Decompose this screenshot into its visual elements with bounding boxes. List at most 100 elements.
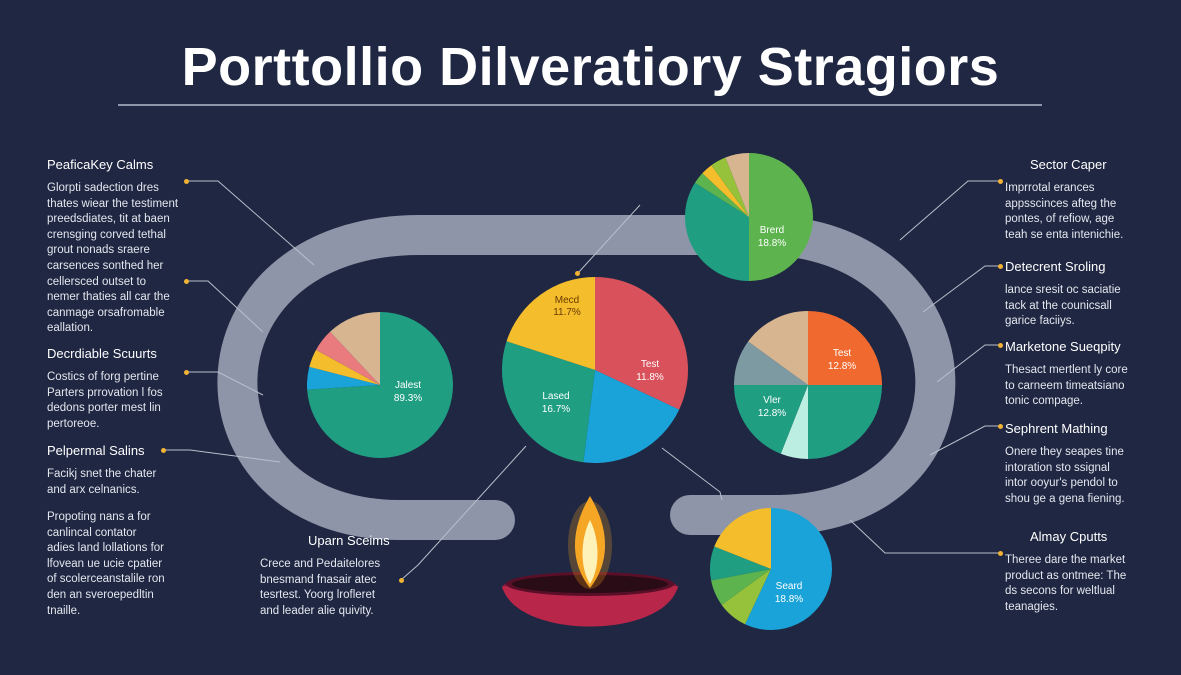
pie-2-slice-1 bbox=[595, 277, 688, 410]
left-block-2-line: pertoreoe. bbox=[47, 417, 100, 430]
pie-4-value-a: 12.8% bbox=[828, 361, 856, 372]
left-block-4-line: den an sveroepedltin bbox=[47, 588, 154, 601]
right-block-4-line: shou ge a gena fiening. bbox=[1005, 492, 1125, 505]
left-block-2-heading: Decrdiable Scuurts bbox=[47, 346, 157, 361]
left-block-4-line: tnaille. bbox=[47, 604, 81, 617]
right-block-2-line: garice faciiys. bbox=[1005, 315, 1075, 328]
left-block-1-line: nemer thaties all car the bbox=[47, 291, 170, 304]
leader-line bbox=[922, 265, 1001, 313]
pie-4-label-a: Test bbox=[833, 348, 852, 359]
connector-dot bbox=[575, 271, 580, 276]
pie-5-value: 18.8% bbox=[775, 594, 803, 605]
pie-3-slice-6 bbox=[725, 153, 749, 217]
right-block-5-heading: Almay Cputts bbox=[1030, 529, 1108, 544]
left-block-4-line: canlincal contator bbox=[47, 526, 137, 539]
pie-5-label: Seard bbox=[776, 581, 803, 592]
connector-dot bbox=[998, 264, 1003, 269]
left-block-1-line: carsences sonthed her bbox=[47, 259, 164, 272]
bottom-block-line: Crece and Pedaitelores bbox=[260, 558, 381, 570]
pie-5-slice-1 bbox=[745, 508, 832, 630]
pie-2-value-c: 16.7% bbox=[542, 404, 570, 415]
right-block-1-heading: Sector Caper bbox=[1030, 157, 1107, 172]
left-block-3: Pelpermal Salins Facikj snet the chater … bbox=[47, 443, 156, 498]
leader-line bbox=[186, 371, 264, 396]
right-block-5-line: teanagies. bbox=[1005, 600, 1059, 613]
left-block-2-line: Parters prrovation l fos bbox=[47, 386, 163, 399]
left-block-1-line: crensging corved tethal bbox=[47, 228, 166, 241]
leader-line bbox=[849, 519, 1001, 554]
bottom-block-line: tesrtest. Yoorg lrofleret bbox=[260, 589, 376, 602]
leader-line bbox=[899, 180, 1001, 241]
right-block-5-line: ds secons for weltlual bbox=[1005, 585, 1115, 598]
pie-2-slice-4 bbox=[506, 277, 595, 370]
pie-5-slice-5 bbox=[714, 508, 771, 569]
connector-dot bbox=[184, 370, 189, 375]
left-block-4: Propoting nans a for canlincal contator … bbox=[47, 510, 165, 619]
right-block-3-line: tonic compage. bbox=[1005, 395, 1083, 408]
pie-1-slice-5 bbox=[330, 312, 380, 385]
left-block-1-line: thates wiear the testiment bbox=[47, 197, 179, 210]
pie-5-slice-3 bbox=[711, 569, 771, 605]
connector-dot bbox=[998, 424, 1003, 429]
right-block-4-line: intoration sto ssignal bbox=[1005, 461, 1110, 474]
left-block-3-line: Facikj snet the chater bbox=[47, 468, 157, 480]
pie-3-slice-1 bbox=[749, 153, 813, 281]
connector-dot bbox=[161, 448, 166, 453]
pie-1-slice-1 bbox=[307, 312, 454, 458]
right-block-5-line: Theree dare the market bbox=[1005, 554, 1126, 566]
pie-labels: Jalest 89.3% Mecd 11.7% Test 11.8% Lased… bbox=[394, 225, 856, 605]
pie-4-slice-4 bbox=[734, 385, 808, 454]
pie-2-label-a: Mecd bbox=[555, 295, 579, 306]
title-divider bbox=[118, 104, 1042, 106]
right-block-3-line: to carneem timeatsiano bbox=[1005, 379, 1125, 392]
leader-line bbox=[661, 447, 723, 501]
pie-1-slice-3 bbox=[309, 349, 380, 385]
right-block-4: Sephrent Mathing Onere they seapes tine … bbox=[1005, 421, 1125, 507]
left-block-1-line: cellersced outset to bbox=[47, 275, 147, 288]
pie-2-slice-3 bbox=[501, 341, 595, 463]
right-block-2-line: tack at the counicsall bbox=[1005, 299, 1112, 312]
bottom-block-line: and leader alie quivity. bbox=[260, 604, 374, 617]
pie-2-slice-2 bbox=[583, 370, 680, 463]
connector-dot bbox=[184, 179, 189, 184]
right-block-1-line: appsscinces afteg the bbox=[1005, 197, 1117, 210]
left-block-2-line: Costics of forg pertine bbox=[47, 371, 159, 383]
pie-4-slice-6 bbox=[748, 311, 808, 385]
right-block-4-line: Onere they seapes tine bbox=[1005, 446, 1124, 458]
pie-4-slice-3 bbox=[780, 385, 808, 459]
leader-line bbox=[400, 445, 527, 581]
leader-line bbox=[929, 425, 1001, 456]
right-block-3-line: Thesact mertlent ly core bbox=[1005, 364, 1128, 376]
pie-4-slice-2 bbox=[808, 385, 882, 459]
leader-line bbox=[186, 280, 264, 333]
right-block-1-line: teah se enta intenichie. bbox=[1005, 228, 1124, 241]
connector-dot bbox=[998, 179, 1003, 184]
page-title: Porttollio Dilveratiory Stragiors bbox=[181, 37, 1000, 97]
right-block-2: Detecrent Sroling lance sresit oc saciat… bbox=[1005, 259, 1121, 330]
pie-3-slice-4 bbox=[702, 165, 749, 217]
leader-line bbox=[577, 204, 641, 274]
pie-charts bbox=[306, 153, 882, 630]
pie-2-label-c: Lased bbox=[542, 391, 569, 402]
pie-5-slice-2 bbox=[721, 569, 771, 625]
right-block-4-line: intor ooyur's pendol to bbox=[1005, 477, 1118, 490]
left-block-4-line: adies land lollations for bbox=[47, 542, 164, 555]
leader-line bbox=[163, 449, 281, 463]
right-block-1: Sector Caper Imprrotal erances appsscinc… bbox=[1005, 157, 1123, 243]
left-block-3-heading: Pelpermal Salins bbox=[47, 443, 145, 458]
left-block-1-line: grout nonads sraere bbox=[47, 244, 150, 257]
bottom-block: Uparn Sceims Crece and Pedaitelores bnes… bbox=[260, 533, 390, 619]
right-block-4-heading: Sephrent Mathing bbox=[1005, 421, 1108, 436]
left-block-3-line: and arx celnanics. bbox=[47, 483, 140, 496]
pie-1-label: Jalest bbox=[395, 380, 421, 391]
leader-line bbox=[936, 344, 1001, 383]
diya-lamp-icon bbox=[502, 496, 678, 627]
left-block-4-line: lfovean ue ucie cpatier bbox=[47, 557, 163, 570]
pie-3-value: 18.8% bbox=[758, 238, 786, 249]
left-block-1-line: Glorpti sadection dres bbox=[47, 182, 159, 194]
right-block-5: Almay Cputts Theree dare the market prod… bbox=[1005, 529, 1126, 615]
pie-5-slice-4 bbox=[710, 546, 771, 581]
right-block-1-line: pontes, of refiow, age bbox=[1005, 213, 1115, 226]
left-block-1-line: eallation. bbox=[47, 322, 94, 335]
